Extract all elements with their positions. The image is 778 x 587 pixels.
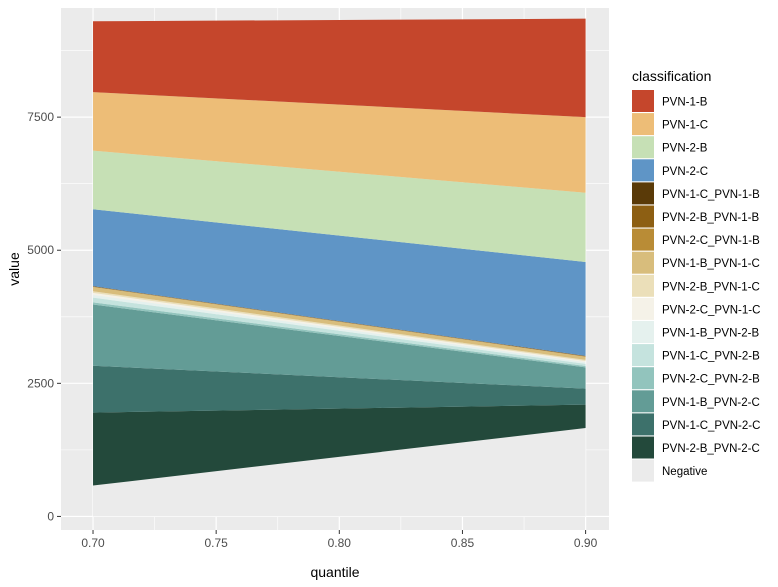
legend-label: PVN-1-C_PVN-1-B: [662, 189, 760, 201]
legend-label: PVN-1-B_PVN-2-C: [662, 397, 760, 409]
y-axis: 0 2500 5000 7500: [27, 110, 61, 523]
legend: classification PVN-1-BPVN-1-CPVN-2-BPVN-…: [632, 68, 760, 482]
legend-items: PVN-1-B PVN-1-C PVN-2-B PVN-2-C PVN-1-C_PVN-…: [632, 90, 760, 482]
legend-item-pvn-2-b-pvn-1-b: PVN-2-B_PVN-1-B: [632, 205, 759, 228]
legend-key: [632, 321, 654, 343]
legend-label: PVN-2-C_PVN-2-B: [662, 374, 760, 386]
legend-label: PVN-1-B: [662, 97, 708, 109]
legend-item-pvn-2-c-pvn-1-b: PVN-2-C_PVN-1-B: [632, 228, 760, 251]
area-pvn-2-c-pvn-1-b: [93, 286, 586, 357]
legend-item-pvn-2-c: PVN-2-C: [632, 159, 708, 182]
legend-key: [632, 436, 654, 459]
legend-key: [632, 344, 654, 367]
y-tick-label: 2500: [27, 376, 54, 390]
area-pvn-1-c-pvn-2-c: [93, 365, 586, 413]
legend-item-pvn-1-c-pvn-1-b: PVN-1-C_PVN-1-B: [632, 182, 760, 205]
legend-key: [632, 228, 654, 251]
legend-item-pvn-2-b-pvn-1-c: PVN-2-B_PVN-1-C: [632, 274, 760, 297]
legend-item-pvn-1-b: PVN-1-B: [632, 90, 708, 112]
legend-label: PVN-2-B_PVN-1-B: [662, 212, 759, 224]
area-pvn-1-c: [93, 92, 586, 193]
legend-key: [632, 205, 654, 228]
x-tick-label: 0.75: [204, 536, 228, 550]
area-pvn-1-b-pvn-2-b: [93, 294, 586, 364]
legend-key: [632, 274, 654, 297]
area-pvn-1-b-pvn-1-c: [93, 286, 586, 360]
legend-item-pvn-1-b-pvn-2-b: PVN-1-B_PVN-2-B: [632, 321, 759, 343]
y-tick-label: 0: [47, 509, 54, 523]
legend-key: [632, 159, 654, 182]
area-pvn-1-c-pvn-2-b: [93, 297, 586, 367]
legend-item-pvn-1-c-pvn-2-c: PVN-1-C_PVN-2-C: [632, 413, 760, 436]
legend-label: PVN-1-C: [662, 120, 708, 132]
series-areas: [93, 18, 586, 517]
x-tick-label: 0.70: [81, 536, 105, 550]
area-pvn-2-b-pvn-1-b: [93, 286, 586, 357]
x-tick-label: 0.85: [451, 536, 475, 550]
x-tick-label: 0.90: [574, 536, 598, 550]
legend-label: PVN-2-B_PVN-2-C: [662, 443, 760, 455]
legend-label: PVN-2-C: [662, 166, 708, 178]
legend-item-pvn-1-c-pvn-2-b: PVN-1-C_PVN-2-B: [632, 344, 760, 367]
legend-key: [632, 390, 654, 413]
legend-item-pvn-1-b-pvn-2-c: PVN-1-B_PVN-2-C: [632, 390, 760, 413]
legend-item-pvn-2-b: PVN-2-B: [632, 136, 708, 159]
legend-label: PVN-1-C_PVN-2-B: [662, 351, 760, 363]
legend-label: PVN-1-B_PVN-2-B: [662, 328, 759, 340]
area-pvn-2-c-pvn-1-c: [93, 292, 586, 363]
area-negative: [93, 428, 586, 517]
area-pvn-1-b-pvn-2-c: [93, 304, 586, 389]
legend-label: PVN-2-B_PVN-1-C: [662, 281, 760, 293]
legend-item-negative: Negative: [632, 459, 707, 482]
area-pvn-2-b: [93, 150, 586, 262]
legend-label: Negative: [662, 466, 707, 478]
area-pvn-1-b: [93, 18, 586, 118]
y-tick-label: 7500: [27, 110, 54, 124]
legend-key: [632, 297, 654, 320]
legend-item-pvn-2-c-pvn-1-c: PVN-2-C_PVN-1-C: [632, 297, 760, 320]
area-pvn-2-b-pvn-2-c: [93, 404, 586, 486]
legend-item-pvn-1-c: PVN-1-C: [632, 113, 708, 136]
legend-label: PVN-1-C_PVN-2-C: [662, 420, 760, 432]
legend-key: [632, 182, 654, 205]
legend-key: [632, 136, 654, 159]
legend-key: [632, 459, 654, 482]
y-axis-title: value: [6, 252, 22, 286]
legend-item-pvn-1-b-pvn-1-c: PVN-1-B_PVN-1-C: [632, 251, 760, 274]
legend-item-pvn-2-b-pvn-2-c: PVN-2-B_PVN-2-C: [632, 436, 760, 459]
area-pvn-2-b-pvn-1-c: [93, 291, 586, 361]
legend-key: [632, 367, 654, 390]
y-tick-label: 5000: [27, 243, 54, 257]
legend-key: [632, 90, 654, 112]
legend-label: PVN-1-B_PVN-1-C: [662, 258, 760, 270]
legend-key: [632, 113, 654, 136]
area-pvn-2-c-pvn-2-b: [93, 302, 586, 368]
legend-key: [632, 251, 654, 274]
x-axis-title: quantile: [310, 564, 359, 580]
legend-label: PVN-2-C_PVN-1-B: [662, 235, 760, 247]
legend-item-pvn-2-c-pvn-2-b: PVN-2-C_PVN-2-B: [632, 367, 760, 390]
legend-label: PVN-2-B: [662, 143, 708, 155]
area-pvn-1-c-pvn-1-b: [93, 286, 586, 357]
legend-key: [632, 413, 654, 436]
legend-title: classification: [632, 68, 711, 84]
area-pvn-2-c: [93, 209, 586, 356]
x-axis: 0.70 0.75 0.80 0.85 0.90: [81, 530, 598, 550]
legend-label: PVN-2-C_PVN-1-C: [662, 304, 760, 316]
x-tick-label: 0.80: [328, 536, 352, 550]
